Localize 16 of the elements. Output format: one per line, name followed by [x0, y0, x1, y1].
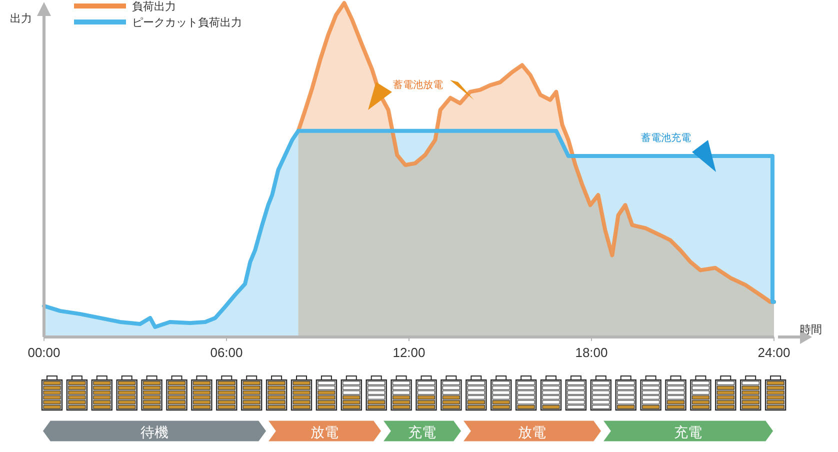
y-axis-title: 出力 [10, 12, 32, 25]
x-tick-label: 00:00 [28, 345, 60, 360]
x-axis-title: 時間 [800, 323, 822, 336]
annotation: 蓄電池充電 [641, 132, 691, 144]
legend-label: 負荷出力 [132, 0, 176, 13]
legend-label: ピークカット負荷出力 [132, 16, 242, 29]
x-tick-label: 18:00 [575, 345, 608, 360]
text: 充電 [674, 424, 702, 440]
x-tick-label: 24:00 [758, 345, 790, 360]
text: 放電 [518, 424, 546, 440]
text: 充電 [408, 424, 436, 440]
x-tick-label: 12:00 [392, 345, 426, 360]
annotation: 蓄電池放電 [393, 79, 443, 91]
text: 放電 [310, 424, 338, 440]
text: 待機 [140, 424, 168, 440]
x-tick-label: 06:00 [210, 345, 243, 360]
